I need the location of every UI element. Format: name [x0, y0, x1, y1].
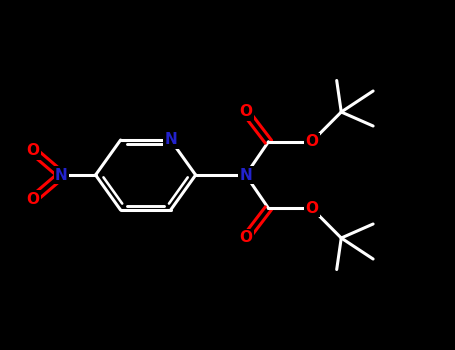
Text: N: N: [55, 168, 68, 182]
Text: O: O: [26, 192, 39, 207]
Text: O: O: [26, 143, 39, 158]
Text: O: O: [305, 201, 318, 216]
Text: N: N: [239, 168, 252, 182]
Text: O: O: [239, 105, 252, 119]
Text: O: O: [305, 134, 318, 149]
Text: O: O: [239, 231, 252, 245]
Text: N: N: [164, 133, 177, 147]
